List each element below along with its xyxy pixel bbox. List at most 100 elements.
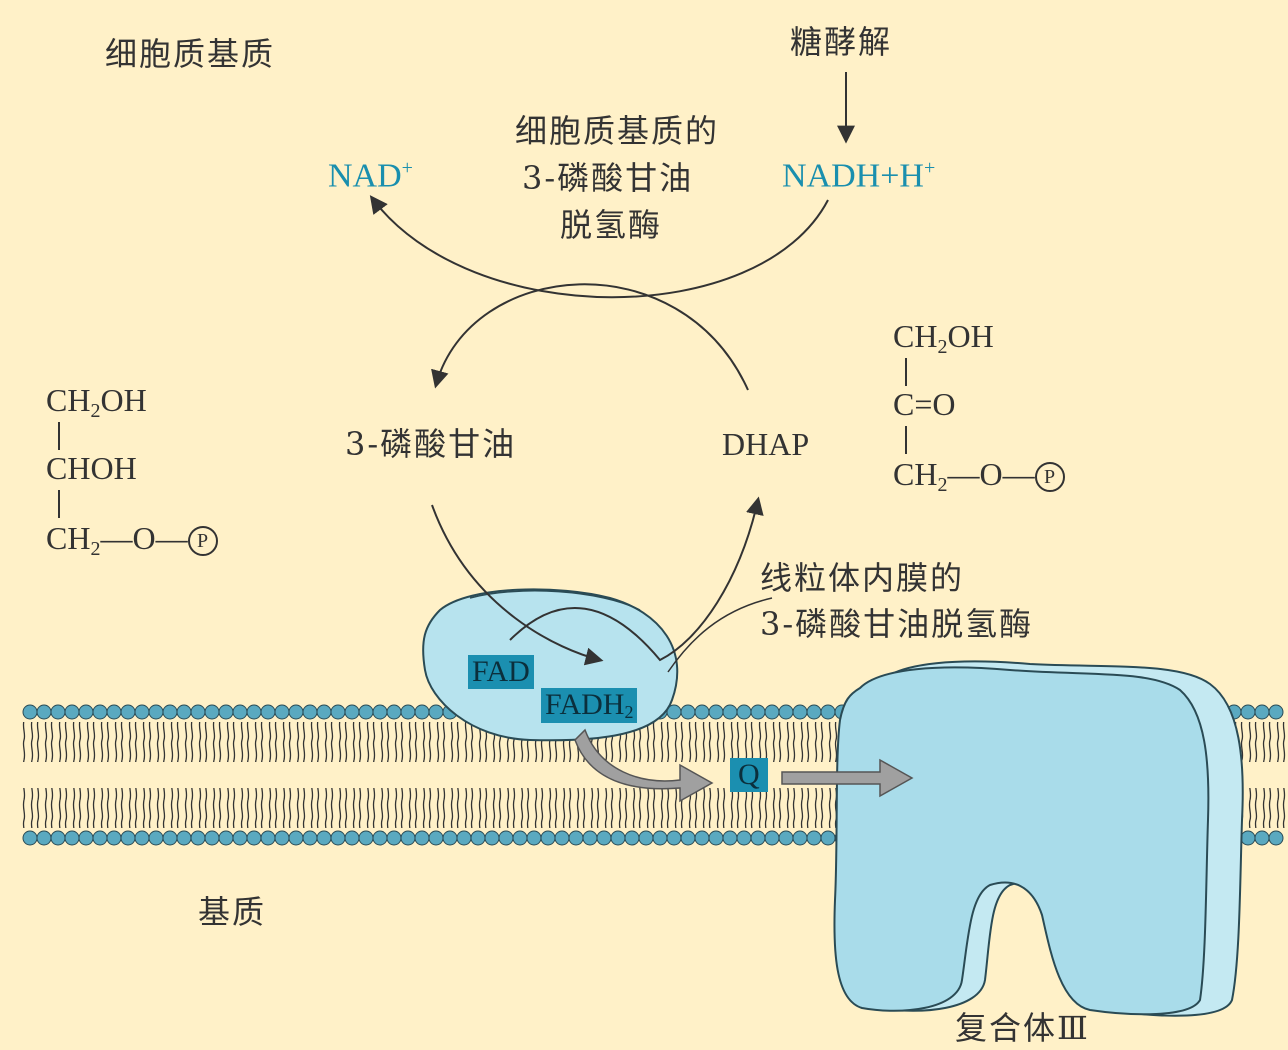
lipid-head (764, 704, 780, 720)
lipid-head (330, 830, 346, 846)
lipid-head (232, 830, 248, 846)
lipid-head (722, 830, 738, 846)
lipid-head (1254, 704, 1270, 720)
nad-plus-label: NAD+ (328, 157, 413, 195)
lipid-head (148, 830, 164, 846)
lipid-head (400, 830, 416, 846)
lipid-head (218, 704, 234, 720)
lipid-head (792, 704, 808, 720)
lipid-head (36, 704, 52, 720)
lipid-head (92, 830, 108, 846)
lipid-head (64, 704, 80, 720)
lipid-head (792, 830, 808, 846)
lipid-head (596, 830, 612, 846)
lipid-head (260, 704, 276, 720)
mito-enzyme-line1: 线粒体内膜的 (760, 559, 965, 597)
lipid-head (680, 704, 696, 720)
lipid-head (274, 704, 290, 720)
lipid-head (764, 830, 780, 846)
lipid-head (498, 830, 514, 846)
lipid-head (246, 830, 262, 846)
lipid-head (120, 830, 136, 846)
lipid-head (708, 704, 724, 720)
lipid-head (624, 830, 640, 846)
lipid-head (778, 704, 794, 720)
lipid-head (162, 830, 178, 846)
lipid-head (302, 830, 318, 846)
glycolysis-label: 糖酵解 (790, 23, 893, 61)
lipid-head (372, 704, 388, 720)
lipid-head (344, 704, 360, 720)
lipid-head (50, 704, 66, 720)
enzyme-leader-line (667, 597, 773, 673)
nadh-label: NADH+H+ (782, 157, 936, 195)
lipid-head (50, 830, 66, 846)
lipid-head (1240, 830, 1256, 846)
lipid-head (694, 830, 710, 846)
dhap-bond-2 (905, 426, 907, 454)
lipid-head (386, 830, 402, 846)
g3p-structure-line1: CH2OH (46, 382, 147, 422)
g3p-bond-2 (58, 490, 60, 518)
lipid-head (120, 704, 136, 720)
dhap-label: DHAP (722, 426, 810, 462)
lipid-head (428, 704, 444, 720)
lipid-head (806, 704, 822, 720)
cytosol-matrix-label: 细胞质基质 (105, 35, 276, 73)
matrix-label: 基质 (198, 893, 267, 931)
lipid-head (540, 830, 556, 846)
lipid-head (638, 830, 654, 846)
lipid-head (274, 830, 290, 846)
nad-arrow-arc (369, 195, 829, 299)
lipid-head (820, 830, 836, 846)
lipid-head (358, 830, 374, 846)
lipid-head (148, 704, 164, 720)
complex-iii-label: 复合体Ⅲ (955, 1009, 1090, 1047)
lipid-head (1240, 704, 1256, 720)
lipid-head (414, 704, 430, 720)
lipid-head (36, 830, 52, 846)
dhap-structure-line1: CH2OH (893, 318, 994, 358)
lipid-head (428, 830, 444, 846)
lipid-head (694, 704, 710, 720)
cyto-enzyme-line3: 脱氢酶 (560, 206, 663, 244)
dhap-bond-1 (905, 358, 907, 386)
lipid-head (582, 830, 598, 846)
lipid-head (512, 830, 528, 846)
lipid-head (22, 704, 38, 720)
complex-iii (833, 660, 1244, 1017)
g3p-structure-line2: CHOH (46, 450, 137, 486)
lipid-head (610, 830, 626, 846)
lipid-head (484, 830, 500, 846)
g3p-to-dhap-arc (431, 504, 604, 666)
dhap-structure-line3: CH2—O— P (893, 458, 1065, 495)
lipid-head (806, 830, 822, 846)
lipid-head (1268, 830, 1284, 846)
lipid-head (456, 830, 472, 846)
lipid-head (232, 704, 248, 720)
lipid-head (778, 830, 794, 846)
lipid-head (330, 704, 346, 720)
lipid-head (344, 830, 360, 846)
lipid-head (22, 830, 38, 846)
mito-enzyme-line2: 3-磷酸甘油脱氢酶 (760, 605, 1034, 643)
phosphate-icon: P (187, 526, 218, 556)
lipid-head (246, 704, 262, 720)
fadh2-to-q-arrow (574, 728, 714, 803)
lipid-head (176, 830, 192, 846)
lipid-head (78, 704, 94, 720)
lipid-head (288, 830, 304, 846)
lipid-head (666, 830, 682, 846)
g3p-label: 3-磷酸甘油 (345, 425, 517, 463)
lipid-head (750, 830, 766, 846)
lipid-head (680, 830, 696, 846)
lipid-head (218, 830, 234, 846)
lipid-head (204, 704, 220, 720)
lipid-head (568, 830, 584, 846)
cyto-enzyme-line2: 3-磷酸甘油 (522, 159, 694, 197)
lipid-head (652, 830, 668, 846)
lipid-head (288, 704, 304, 720)
lipid-head (134, 830, 150, 846)
lipid-head (176, 704, 192, 720)
